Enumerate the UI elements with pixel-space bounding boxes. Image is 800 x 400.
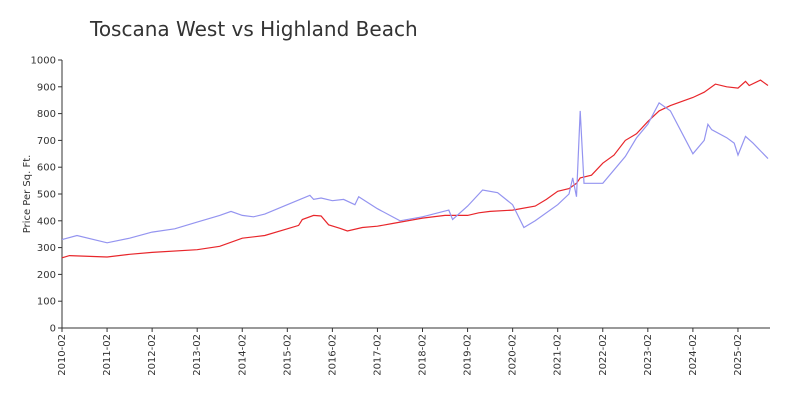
x-tick-label: 2023-02 bbox=[643, 334, 654, 376]
y-tick-label: 100 bbox=[37, 297, 56, 308]
y-tick-label: 500 bbox=[37, 190, 56, 201]
x-tick-label: 2010-02 bbox=[57, 334, 68, 376]
y-tick-label: 400 bbox=[37, 216, 56, 227]
x-tick-label: 2020-02 bbox=[508, 334, 519, 376]
x-tick-label: 2019-02 bbox=[463, 334, 474, 376]
y-tick-label: 200 bbox=[37, 270, 56, 281]
y-axis-label: Price Per Sq. Ft. bbox=[22, 155, 33, 234]
y-tick-label: 800 bbox=[37, 109, 56, 120]
x-tick-label: 2012-02 bbox=[147, 334, 158, 376]
x-tick-label: 2018-02 bbox=[418, 334, 429, 376]
x-tick-label: 2013-02 bbox=[192, 334, 203, 376]
y-tick-label: 300 bbox=[37, 243, 56, 254]
series-line bbox=[61, 102, 769, 244]
y-tick-label: 900 bbox=[37, 82, 56, 93]
y-tick-label: 700 bbox=[37, 136, 56, 147]
x-tick-label: 2015-02 bbox=[282, 334, 293, 376]
x-tick-label: 2022-02 bbox=[598, 334, 609, 376]
x-tick-label: 2024-02 bbox=[688, 334, 699, 376]
x-tick-label: 2014-02 bbox=[237, 334, 248, 376]
y-tick-label: 1000 bbox=[31, 56, 56, 67]
chart-title: Toscana West vs Highland Beach bbox=[89, 17, 418, 41]
y-tick-label: 600 bbox=[37, 163, 56, 174]
series-line bbox=[61, 79, 769, 259]
x-tick-label: 2011-02 bbox=[102, 334, 113, 376]
x-tick-label: 2016-02 bbox=[327, 334, 338, 376]
x-tick-label: 2017-02 bbox=[372, 334, 383, 376]
x-tick-label: 2025-02 bbox=[733, 334, 744, 376]
x-tick-label: 2021-02 bbox=[553, 334, 564, 376]
y-tick-label: 0 bbox=[50, 324, 56, 335]
